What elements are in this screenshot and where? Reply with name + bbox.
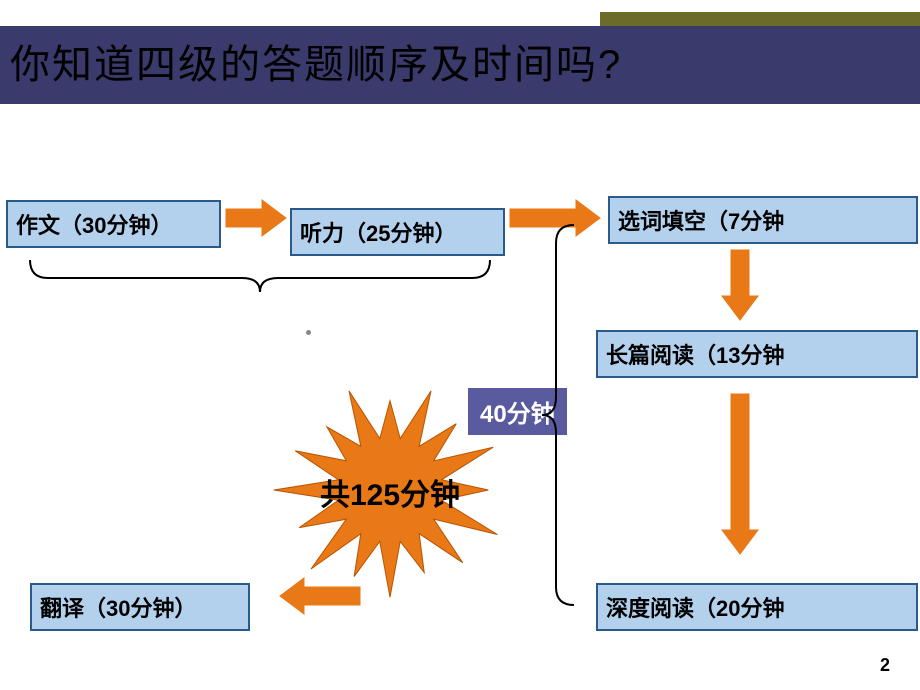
node-translate: 翻译（30分钟） — [30, 583, 250, 631]
summary-40min: 40分钟 — [468, 388, 567, 435]
title-accent — [600, 12, 920, 26]
node-listening: 听力（25分钟） — [290, 208, 505, 256]
stray-dot — [306, 330, 311, 335]
node-deep: 深度阅读（20分钟 — [596, 583, 918, 631]
slide-number: 2 — [880, 655, 890, 676]
node-vocab: 选词填空（7分钟 — [608, 196, 918, 244]
node-long: 长篇阅读（13分钟 — [596, 330, 918, 378]
title-bar: 你知道四级的答题顺序及时间吗? — [0, 12, 920, 104]
page-title: 你知道四级的答题顺序及时间吗? — [0, 26, 920, 104]
node-writing: 作文（30分钟） — [6, 200, 221, 248]
total-label: 共125分钟 — [300, 470, 480, 514]
